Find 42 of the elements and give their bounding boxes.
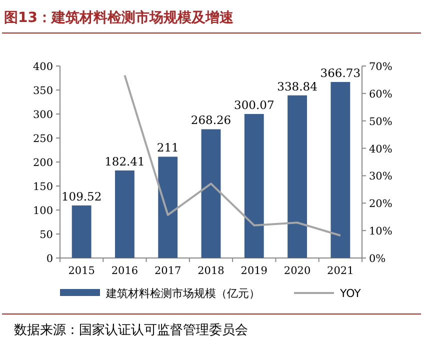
bar [330,82,350,258]
data-label: 109.52 [61,189,102,204]
data-label: 338.84 [277,79,318,94]
y-tick-label: 0 [46,253,53,265]
y2-tick-label: 30% [369,170,392,183]
chart-title: 图13：建筑材料检测市场规模及增速 [4,9,234,26]
y-tick-label: 200 [32,157,53,169]
y2-tick-label: 70% [369,61,392,73]
data-label: 268.26 [190,113,232,128]
x-tick-label: 2016 [111,265,138,277]
y-tick-label: 150 [32,181,53,193]
y-tick-label: 250 [32,133,53,145]
data-label: 366.73 [320,66,361,80]
x-tick-label: 2021 [327,265,354,277]
y-tick-label: 350 [32,85,53,97]
y2-tick-label: 10% [369,226,392,238]
y2-tick-label: 20% [369,198,392,210]
x-tick-label: 2015 [68,265,95,277]
y-tick-label: 50 [40,229,53,241]
bar [288,95,307,258]
data-label: 211 [156,140,179,155]
y-tick-label: 300 [32,109,53,121]
legend-label: 建筑材料检测市场规模（亿元） [105,287,260,300]
legend-label: YOY [339,287,362,300]
bar [244,114,264,258]
bar [201,129,221,258]
bar [158,156,178,258]
y2-tick-label: 60% [369,88,392,100]
y2-tick-label: 0% [369,253,386,265]
x-tick-label: 2019 [240,265,268,277]
data-label: 300.07 [234,98,274,112]
data-label: 182.41 [104,154,145,168]
source-note: 数据来源：国家认证认可监督管理委员会 [14,322,248,338]
bar [72,205,92,258]
y-tick-label: 100 [32,205,53,217]
y2-tick-label: 40% [369,143,392,156]
x-tick-label: 2018 [198,265,224,277]
x-tick-label: 2017 [154,265,182,277]
y2-tick-label: 50% [369,116,392,128]
x-tick-label: 2020 [284,265,311,277]
bar [115,170,134,258]
y-tick-label: 400 [32,61,53,73]
